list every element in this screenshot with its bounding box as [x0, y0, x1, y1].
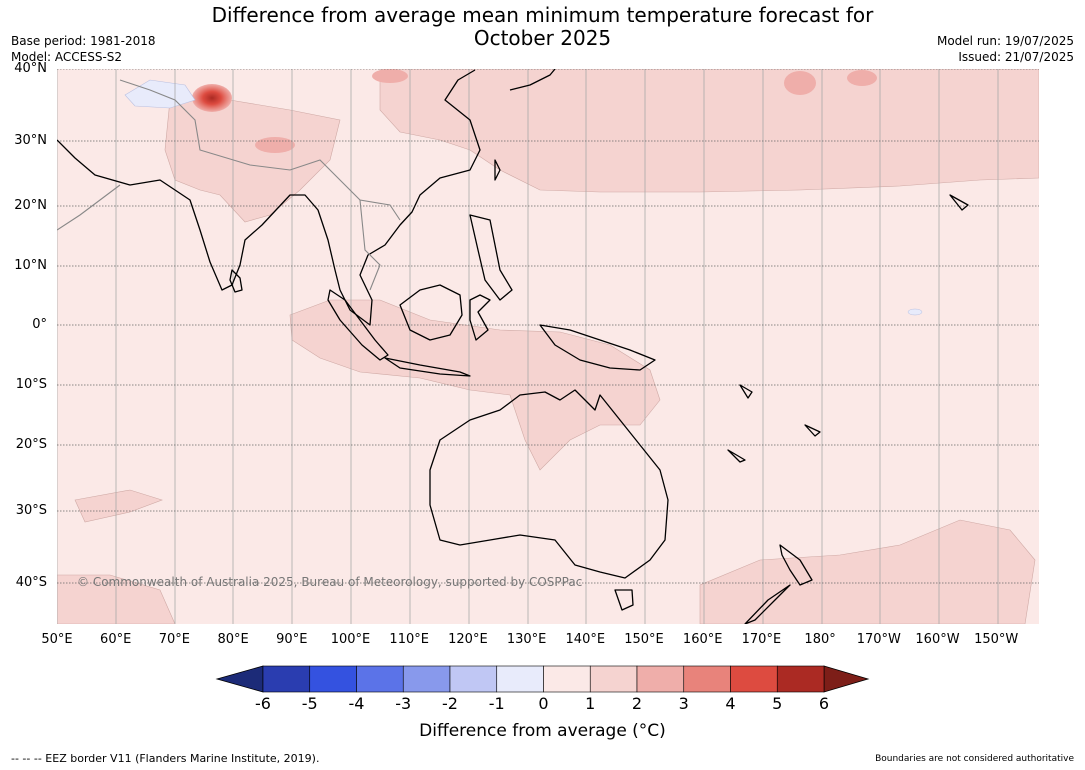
latitude-label: 0° [32, 317, 47, 332]
colorbar-segment [402, 665, 451, 693]
base-period: Base period: 1981-2018 [11, 34, 156, 48]
longitude-label: 160°E [682, 632, 723, 647]
anomaly-spot-himalaya [255, 137, 295, 153]
coast-java [384, 357, 471, 377]
colorbar-tick-label: -2 [442, 694, 458, 713]
colorbar-segment [356, 665, 404, 693]
colorbar-segment [496, 665, 544, 693]
longitude-label: 130°E [506, 632, 547, 647]
colorbar-tick-label: -1 [488, 694, 505, 713]
longitude-label: 100°E [330, 632, 371, 647]
coast-borneo [399, 284, 463, 341]
latitude-label: 30°S [15, 503, 47, 518]
colorbar-segment [543, 665, 591, 693]
longitude-label: 160°W [915, 632, 960, 647]
latitude-label: 20°N [14, 198, 47, 213]
coast-philippines [469, 214, 513, 301]
map-field [57, 69, 1039, 624]
anomaly-region-west [74, 489, 163, 523]
meta-right: Model run: 19/07/2025 Issued: 21/07/2025 [937, 33, 1074, 65]
latitude-label: 10°S [15, 377, 47, 392]
colorbar-tick-label: 6 [818, 694, 830, 713]
coast-australia [429, 389, 669, 579]
latitude-label: 30°N [14, 133, 47, 148]
longitude-label: 150°W [974, 632, 1019, 647]
map-title: Difference from average mean minimum tem… [0, 4, 1085, 50]
colorbar-tick-label: -3 [395, 694, 412, 713]
issued-date: Issued: 21/07/2025 [958, 50, 1074, 64]
colorbar-tick-label: -6 [255, 694, 271, 713]
colorbar-tick-label: -4 [348, 694, 365, 713]
longitude-label: 120°E [448, 632, 488, 647]
coast-sumatra [327, 289, 389, 361]
anomaly-spot-china [372, 69, 408, 83]
longitude-label: 180° [804, 632, 836, 647]
latitude-label: 40°S [15, 575, 47, 590]
coast-sri-lanka [229, 269, 243, 293]
coast-pacific-islands [727, 194, 969, 463]
colorbar-segment [683, 665, 731, 693]
anomaly-spot-pacific [784, 71, 816, 95]
colorbar-tick-label: 4 [725, 694, 736, 713]
model-run: Model run: 19/07/2025 [936, 34, 1074, 48]
longitude-label: 140°E [565, 632, 606, 647]
model-name: Model: ACCESS-S2 [11, 50, 123, 64]
meridian-grid [57, 69, 999, 624]
colorbar-low-arrow [215, 665, 264, 693]
longitude-label: 60°E [100, 632, 132, 647]
colorbar-segment [636, 665, 685, 693]
title-line-2: October 2025 [473, 26, 612, 50]
colorbar-tick-label: -5 [301, 694, 318, 713]
copyright-notice: © Commonwealth of Australia 2025, Bureau… [77, 575, 583, 589]
latitude-label: 20°S [15, 437, 47, 452]
colorbar-segment [309, 665, 357, 693]
longitude-label: 90°E [276, 632, 308, 647]
latitude-label: 10°N [14, 258, 47, 273]
anomaly-region-north-pacific [379, 69, 1039, 193]
longitude-label: 80°E [217, 632, 249, 647]
colorbar-tick-label: 0 [538, 694, 549, 713]
meta-left: Base period: 1981-2018 Model: ACCESS-S2 [11, 33, 156, 65]
eez-border-note: -- -- -- EEZ border V11 (Flanders Marine… [11, 752, 320, 765]
colorbar-tick-label: 2 [631, 694, 643, 713]
colorbar-segment [262, 665, 311, 693]
coast-new-guinea [539, 324, 656, 371]
longitude-label: 50°E [41, 632, 73, 647]
title-line-1: Difference from average mean minimum tem… [211, 3, 874, 27]
colorbar [215, 665, 870, 693]
coast-arabia-india [57, 69, 481, 326]
anomaly-hotspot-karakoram [192, 84, 232, 112]
colorbar-title: Difference from average (°C) [419, 721, 666, 741]
colorbar-tick-label: 1 [585, 694, 596, 713]
latitude-label: 40°N [14, 61, 47, 76]
coast-new-zealand [744, 544, 813, 624]
longitude-label: 170°W [856, 632, 901, 647]
anomaly-cool-spot [907, 308, 923, 316]
colorbar-tick-label: 5 [772, 694, 783, 713]
longitude-label: 70°E [158, 632, 191, 647]
longitude-label: 110°E [389, 632, 429, 647]
colorbar-segment [449, 665, 498, 693]
coast-taiwan-japan [494, 69, 556, 181]
longitude-label: 170°E [741, 632, 782, 647]
coast-sulawesi [469, 294, 491, 341]
coast-tasmania [614, 589, 634, 611]
longitude-label: 150°E [624, 632, 664, 647]
country-borders [57, 79, 401, 291]
colorbar-segment [730, 665, 778, 693]
colorbar-tick-label: 3 [678, 694, 689, 713]
anomaly-spot-pacific-2 [847, 70, 877, 86]
colorbar-high-arrow [823, 665, 870, 693]
colorbar-segment [589, 665, 638, 693]
colorbar-segment [776, 665, 825, 693]
anomaly-region-southern-ocean [699, 519, 1036, 624]
boundaries-disclaimer: Boundaries are not considered authoritat… [875, 754, 1074, 764]
coastlines [57, 69, 969, 624]
